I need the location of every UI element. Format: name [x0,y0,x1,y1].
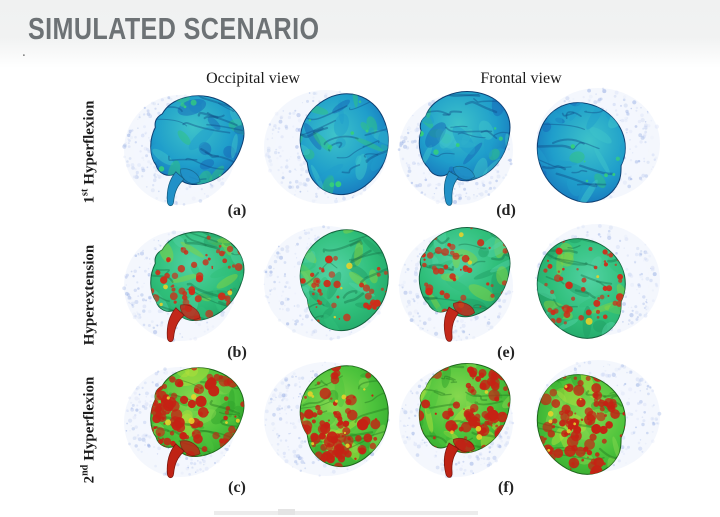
bottom-blip [278,509,295,515]
brain-image-occipital-sagittal-hyperflexion1 [118,84,258,214]
brain-image-occipital-oblique-hyperflexion2 [256,355,403,486]
brain-image-occipital-sagittal-hyperflexion2 [118,356,258,486]
subfigure-label-f: (f) [498,479,514,496]
row-label-text: Hyperextension [81,244,98,346]
brain-image-occipital-oblique-hyperextension [256,220,396,350]
subfigure-label-b: (b) [227,344,247,361]
brain-image-frontal-sagittal-hyperflexion1 [390,84,530,214]
row-label-ordinal: st [79,188,91,196]
brain-image-frontal-oblique-hyperflexion2 [526,356,666,486]
row-label-text: Hyperflexion [81,376,98,461]
brain-image-frontal-sagittal-hyperflexion2 [390,356,530,486]
brain-image-frontal-sagittal-hyperextension [390,220,530,350]
column-header-frontal: Frontal view [480,70,562,87]
row-label-hyperextension: Hyperextension [80,245,99,346]
subfigure-label-a: (a) [227,202,247,219]
row-label-text: Hyperflexion [81,100,98,185]
brain-image-occipital-sagittal-hyperextension [118,220,258,350]
row-label-ordinal: nd [79,464,91,476]
subfigure-label-d: (d) [496,202,516,219]
subfigure-label-e: (e) [497,344,515,361]
row-label-number: 2 [81,475,98,484]
row-label-number: 1 [81,195,98,204]
brain-image-frontal-oblique-hyperflexion1 [526,84,666,214]
subfigure-label-c: (c) [228,479,246,496]
page-title: SIMULATED SCENARIO [28,11,320,46]
header: SIMULATED SCENARIO [0,0,720,68]
stray-mark: . [22,44,26,60]
row-label-first-hyperflexion: 1st Hyperflexion [80,101,99,204]
brain-image-frontal-oblique-hyperextension [526,220,666,350]
bottom-bar [214,511,478,515]
column-header-occipital: Occipital view [206,70,300,87]
brain-image-occipital-oblique-hyperflexion1 [256,83,403,214]
row-label-second-hyperflexion: 2nd Hyperflexion [80,377,99,484]
